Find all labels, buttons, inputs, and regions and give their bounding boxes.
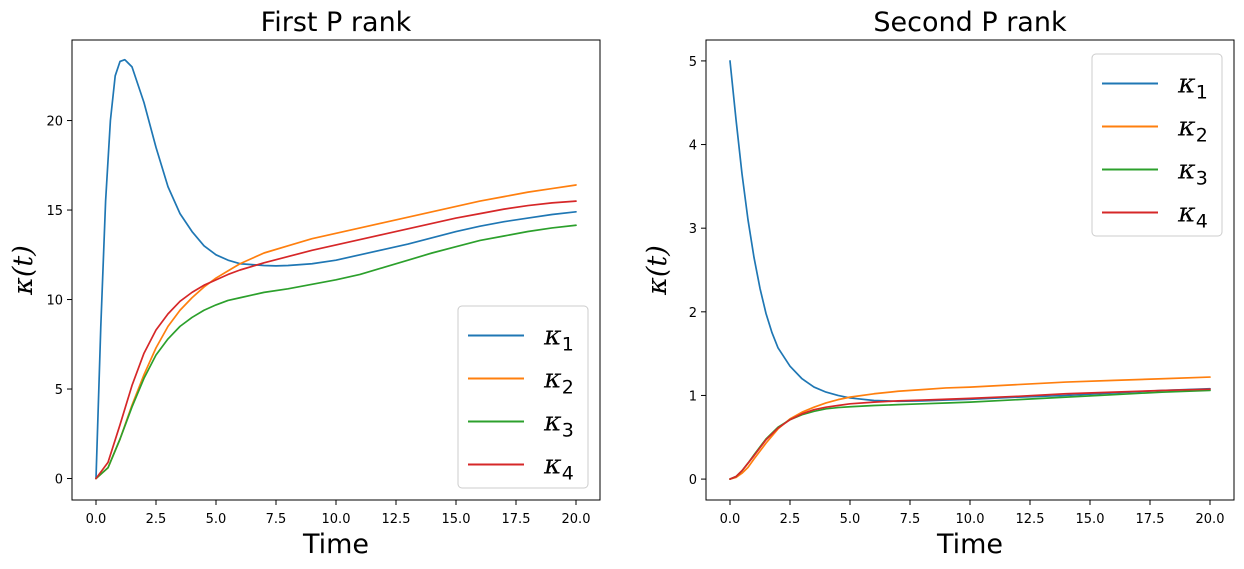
x-axis-label: Time bbox=[302, 529, 369, 560]
y-tick-label: 1 bbox=[689, 389, 697, 404]
y-tick-label: 20 bbox=[46, 115, 63, 130]
series-line-kappa-3 bbox=[729, 389, 1211, 480]
x-tick-label: 5.0 bbox=[206, 512, 227, 527]
y-tick-label: 5 bbox=[689, 55, 697, 70]
x-tick-label: 20.0 bbox=[1196, 512, 1225, 527]
chart-panel-1: 0.0 2.5 5.0 7.5 10.0 12.5 15.0 17.5 20.0 0 5 10 15 20… bbox=[8, 7, 601, 560]
y-axis-label: κ(t) bbox=[8, 245, 39, 296]
chart-title: First P rank bbox=[261, 7, 412, 38]
x-tick-label: 20.0 bbox=[562, 512, 591, 527]
y-tick-label: 3 bbox=[689, 222, 697, 237]
legend-box bbox=[1091, 53, 1223, 237]
y-tick-label: 0 bbox=[55, 473, 63, 488]
chart-title: Second P rank bbox=[873, 7, 1067, 38]
chart-panel-2: 0.0 2.5 5.0 7.5 10.0 12.5 15.0 17.5 20.0 0 1 2 3 4 5 Se… bbox=[642, 7, 1235, 560]
x-tick-label: 17.5 bbox=[502, 512, 531, 527]
y-axis-label: κ(t) bbox=[642, 245, 673, 296]
legend-label-kappa-4: κ4 bbox=[543, 450, 574, 485]
x-tick-label: 15.0 bbox=[1076, 512, 1105, 527]
x-tick-label: 0.0 bbox=[86, 512, 107, 527]
y-tick-label: 10 bbox=[46, 294, 63, 309]
x-tick-label: 2.5 bbox=[146, 512, 167, 527]
series-group bbox=[95, 58, 577, 480]
series-group bbox=[729, 60, 1211, 480]
y-tick-label: 4 bbox=[689, 139, 697, 154]
legend-label-kappa-4: κ4 bbox=[1177, 198, 1208, 233]
x-tick-label: 7.5 bbox=[900, 512, 921, 527]
x-tick-label: 10.0 bbox=[322, 512, 351, 527]
x-tick-label: 17.5 bbox=[1136, 512, 1165, 527]
series-line-kappa-4 bbox=[729, 388, 1211, 480]
x-tick-label: 12.5 bbox=[382, 512, 411, 527]
x-tick-label: 7.5 bbox=[266, 512, 287, 527]
y-tick-label: 2 bbox=[689, 306, 697, 321]
x-tick-label: 5.0 bbox=[840, 512, 861, 527]
y-tick-label: 5 bbox=[55, 383, 63, 398]
series-line-kappa-3 bbox=[95, 224, 577, 480]
series-line-kappa-2 bbox=[729, 376, 1211, 480]
x-tick-label: 12.5 bbox=[1016, 512, 1045, 527]
series-line-kappa-2 bbox=[95, 184, 577, 480]
x-tick-label: 0.0 bbox=[720, 512, 741, 527]
y-tick-label: 0 bbox=[689, 473, 697, 488]
legend-box bbox=[457, 305, 589, 489]
x-tick-label: 2.5 bbox=[780, 512, 801, 527]
series-line-kappa-4 bbox=[95, 200, 577, 480]
x-tick-label: 15.0 bbox=[442, 512, 471, 527]
x-axis-label: Time bbox=[936, 529, 1003, 560]
x-tick-label: 10.0 bbox=[956, 512, 985, 527]
y-tick-label: 15 bbox=[46, 204, 63, 219]
